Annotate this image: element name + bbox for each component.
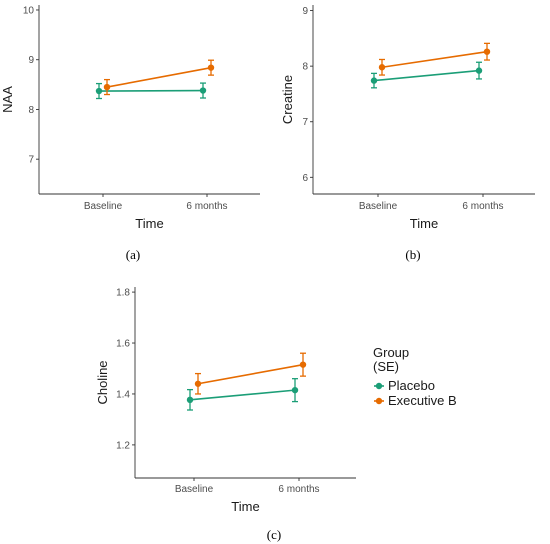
chart-panel-2: 6 7 8 9 Baseline 6 months Time Creatine (b)	[280, 5, 535, 262]
y-tick-label: 1.2	[116, 440, 130, 451]
x-axis-title: Time	[231, 499, 259, 514]
y-tick-label: 9	[28, 55, 34, 66]
x-tick-label: Baseline	[359, 201, 398, 212]
y-tick-label: 9	[302, 6, 308, 17]
data-point	[194, 380, 202, 387]
series-line	[373, 69, 480, 82]
data-point	[483, 48, 491, 55]
y-tick-label: 1.6	[116, 339, 130, 350]
chart-panel-1: 7 8 9 10 Baseline 6 months Time NAA (a)	[0, 5, 260, 262]
data-point	[291, 386, 299, 394]
series-line	[381, 50, 488, 69]
panel-label: (a)	[126, 247, 140, 262]
series-executive-b	[103, 59, 215, 96]
series-executive-b	[194, 352, 307, 395]
data-point	[370, 77, 378, 84]
chart-panel-3: 1.2 1.4 1.6 1.8 Baseline 6 months Time Choline (…	[95, 287, 356, 542]
y-tick-label: 7	[302, 117, 308, 128]
series-placebo	[95, 82, 207, 100]
x-tick-label: 6 months	[462, 201, 503, 212]
x-tick-label: 6 months	[278, 484, 319, 495]
legend-label-executive-b: Executive B	[388, 393, 457, 408]
legend-title-line1: Group	[373, 345, 409, 360]
series-placebo	[370, 61, 483, 89]
panels: 7 8 9 10 Baseline 6 months Time NAA (a) 6 7 8 9 Basel…	[0, 5, 535, 542]
y-tick-label: 1.4	[116, 389, 130, 400]
data-point	[475, 67, 483, 74]
data-point	[95, 87, 103, 95]
y-axis-title: Choline	[95, 360, 110, 404]
y-tick-label: 10	[23, 5, 35, 16]
legend: Group (SE) Placebo Executive B	[373, 345, 457, 408]
y-tick-label: 1.8	[116, 288, 130, 299]
y-axis-title: Creatine	[280, 75, 295, 124]
x-axis-title: Time	[135, 216, 163, 231]
series-line	[189, 389, 296, 401]
y-tick-label: 8	[28, 105, 34, 116]
series-line	[106, 66, 212, 88]
series-executive-b	[378, 42, 491, 76]
legend-label-placebo: Placebo	[388, 378, 435, 393]
data-point	[199, 87, 207, 94]
data-point	[299, 361, 307, 368]
data-point	[378, 64, 386, 71]
series-line	[197, 363, 304, 385]
panel-label: (c)	[267, 527, 281, 542]
x-tick-label: 6 months	[186, 201, 227, 212]
panel-label: (b)	[405, 247, 420, 262]
legend-key-placebo	[374, 382, 384, 390]
legend-title-line2: (SE)	[373, 359, 399, 374]
x-tick-label: Baseline	[84, 201, 123, 212]
legend-key-executive-b	[374, 397, 384, 405]
y-tick-label: 8	[302, 62, 308, 73]
x-tick-label: Baseline	[175, 484, 214, 495]
y-axis-title: NAA	[0, 86, 15, 113]
x-axis-title: Time	[410, 216, 438, 231]
y-tick-label: 7	[28, 155, 34, 166]
series-placebo	[186, 378, 299, 411]
data-point	[207, 64, 215, 71]
data-point	[103, 83, 111, 91]
data-point	[186, 396, 194, 404]
y-tick-label: 6	[302, 173, 308, 184]
